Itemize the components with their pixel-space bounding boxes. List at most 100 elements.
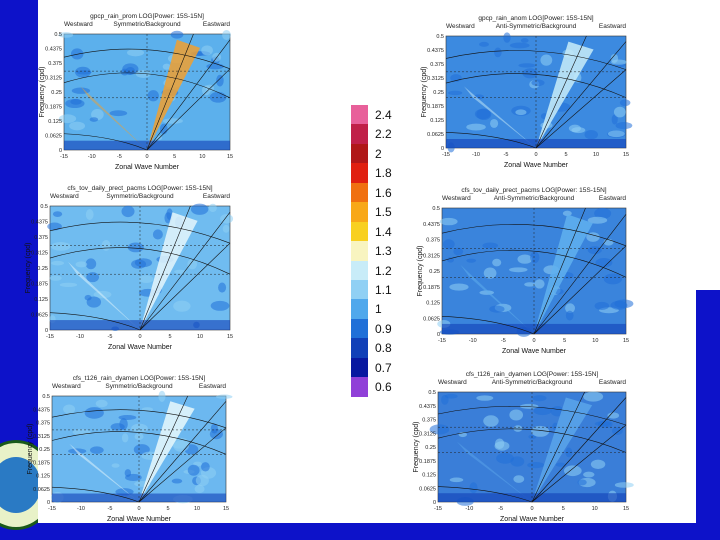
plot-dispersion-curve [535,35,587,149]
plot-contour-patch [613,106,626,118]
plot-contour-patch [466,258,477,263]
colorbar-swatch [351,318,368,339]
colorbar-row: 0.9 [351,318,411,339]
plot-contour-patch [49,275,62,281]
colorbar-swatch [351,260,368,280]
plot-contour-patch [583,471,595,478]
plot-contour-patch [517,254,533,264]
plot-contour-patch [530,251,540,264]
plot-y-axis-label: Frequency (cpd) [39,67,46,118]
plot-kelvin-band [536,41,594,148]
plot-contour-patch [515,109,527,116]
plot-contour-patch [469,482,478,494]
plot-dispersion-curve [437,406,627,426]
plot-eastward-label: Eastward [599,23,626,30]
plot-y-tick-label: 0.3125 [31,251,48,257]
plot-y-tick-label: 0.25 [425,445,436,451]
plot-contour-patch [124,469,132,477]
plot-title: cfs_tov_daily_prect_pacms LOG[Power: 15S… [67,185,212,192]
plot-contour-patch [531,425,550,437]
plot-y-tick-label: 0.25 [51,90,62,96]
plot-dispersion-curve [535,69,627,149]
plot-contour-patch [59,282,78,287]
plot-panel-gpcp-asym: gpcp_rain_anom LOG[Power: 15S-15N]Westwa… [421,15,633,169]
colorbar-row: 1.4 [351,221,411,242]
plot-dispersion-curve [146,68,231,151]
colorbar-row: 0.6 [351,377,411,397]
plot-contour-patch [158,390,166,402]
plot-x-tick-label: 10 [592,506,598,512]
plot-y-tick-label: 0 [47,500,50,506]
plot-x-tick-label: 15 [623,152,629,158]
plot-x-axis-label: Zonal Wave Number [115,164,180,171]
plot-contour-patch [527,461,545,469]
plot-contour-patch [74,66,91,78]
plot-title: gpcp_rain_anom LOG[Power: 15S-15N] [478,15,593,22]
plot-x-axis-label: Zonal Wave Number [500,516,565,523]
plot-contour-patch [138,275,154,283]
plot-x-tick-label: -15 [438,338,446,344]
plot-contour-patch [528,434,537,439]
plot-contour-patch [58,114,77,124]
plot-contour-patch [187,258,198,270]
plot-x-tick-label: -10 [465,506,473,512]
plot-y-tick-label: 0.3125 [45,76,62,82]
plot-contour-patch [147,90,159,102]
plot-contour-patch [190,203,209,215]
plot-eastward-label: Eastward [203,193,230,200]
plot-y-tick-label: 0 [45,328,48,334]
plot-contour-patch [510,456,525,467]
colorbar-row: 1 [351,299,411,319]
plot-contour-patch [201,462,210,472]
plot-y-tick-label: 0.125 [426,301,440,307]
plot-contour-patch [533,406,552,416]
plot-contour-patch [611,426,623,435]
colorbar-swatch [351,202,368,222]
plot-panel-cfs-t126-sym: cfs_t126_rain_dyamen LOG[Power: 15S-15N]… [27,375,233,523]
plot-x-axis-label: Zonal Wave Number [502,348,567,355]
colorbar-swatch [351,105,368,125]
plot-x-tick-label: 10 [194,506,200,512]
plot-contour-patch [95,399,108,408]
plot-contour-patch [555,462,566,467]
plot-contour-patch [565,310,574,321]
plot-y-tick-label: 0.4375 [31,220,48,226]
plot-subtitle: Anti-Symmetric/Background [496,23,577,30]
plot-dispersion-curve [441,249,627,278]
plot-contour-patch [70,98,82,105]
plot-x-tick-label: 15 [227,334,233,340]
plot-contour-patch [170,30,184,39]
plot-contour-patch [540,54,553,66]
plot-dispersion-curve [533,207,586,335]
plot-contour-patch [563,465,582,477]
plot-x-tick-label: -5 [504,152,509,158]
colorbar-label: 2.4 [375,108,392,122]
plot-dispersion-curve [63,48,231,70]
colorbar-label: 2 [375,146,382,161]
plot-x-tick-label: 0 [532,338,535,344]
plot-kelvin-band [534,214,593,334]
plot-contour-patch [482,242,499,249]
plot-x-tick-label: 15 [623,506,629,512]
plot-y-tick-label: 0.5 [42,394,50,400]
plot-contour-patch [85,209,94,220]
plot-y-tick-label: 0.25 [37,266,48,272]
plot-eastward-label: Eastward [599,379,626,386]
plot-x-tick-label: -15 [434,506,442,512]
colorbar-row: 1.8 [351,163,411,183]
plot-y-axis-label: Frequency (cpd) [413,422,420,473]
plot-contour-patch [615,122,633,130]
plot-y-tick-label: 0.375 [36,421,50,427]
plot-y-axis-label: Frequency (cpd) [417,246,424,297]
colorbar-swatch [351,338,368,358]
plot-subtitle: Symmetric/Background [105,383,173,390]
plot-contour-patch [152,229,163,240]
colorbar-label: 0.9 [375,321,392,336]
plot-contour-patch [441,394,449,405]
plot-westward-band [80,86,147,150]
plot-contour-patch [222,29,231,40]
plot-contour-patch [121,433,129,443]
plot-contour-patch [583,391,604,402]
plot-y-tick-label: 0.375 [426,238,440,244]
colorbar-swatch [351,241,368,261]
